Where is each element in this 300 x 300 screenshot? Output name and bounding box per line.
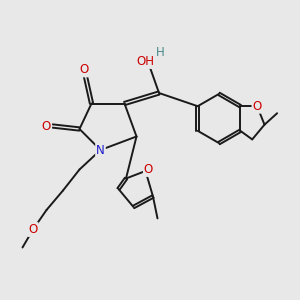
Text: O: O — [253, 100, 262, 113]
Text: O: O — [28, 223, 38, 236]
Text: OH: OH — [136, 55, 154, 68]
Text: H: H — [156, 46, 165, 59]
Text: N: N — [96, 143, 105, 157]
Text: O: O — [80, 63, 88, 76]
Text: O: O — [42, 119, 51, 133]
Text: O: O — [144, 163, 153, 176]
